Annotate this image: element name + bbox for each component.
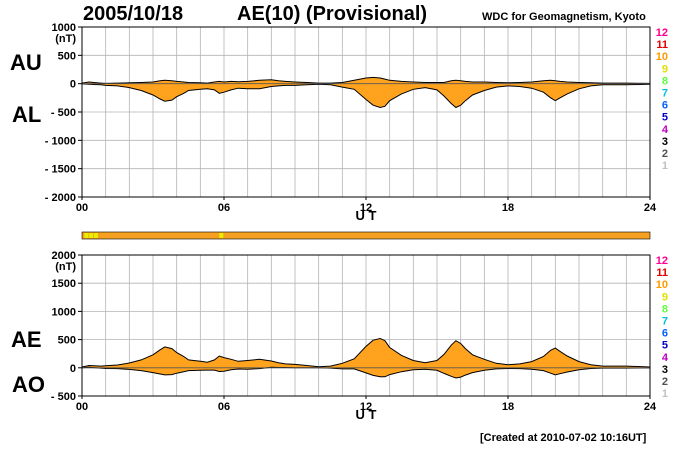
x-tick-label: 12 — [360, 202, 372, 214]
x-tick-label: 00 — [76, 202, 88, 214]
y-tick-label: - 500 — [51, 107, 76, 119]
station-count-label: 7 — [662, 88, 668, 100]
series-line-al — [81, 83, 651, 109]
station-count-label: 10 — [656, 51, 668, 63]
station-count-label: 5 — [662, 112, 668, 124]
y-tick-label: 0 — [70, 79, 76, 91]
y-tick-label: 1500 — [52, 278, 76, 290]
station-count-label: 8 — [662, 75, 668, 87]
station-count-label: 12 — [656, 27, 668, 39]
ae-label: AE — [11, 327, 42, 352]
station-count-label: 3 — [662, 364, 668, 376]
plot-date: 2005/10/18 — [83, 3, 184, 25]
x-tick-label: 06 — [218, 202, 230, 214]
series-line-ao — [81, 366, 651, 379]
y-unit-label: (nT) — [55, 33, 76, 45]
y-tick-label: 1000 — [52, 22, 76, 34]
x-tick-label: 00 — [76, 401, 88, 413]
station-count-label: 8 — [662, 303, 668, 315]
x-tick-label: 06 — [218, 401, 230, 413]
plot-panel-1 — [78, 254, 651, 399]
station-count-label: 4 — [662, 124, 669, 136]
station-count-label: 9 — [662, 63, 668, 75]
station-count-label: 2 — [662, 148, 668, 160]
station-count-label: 9 — [662, 291, 668, 303]
station-count-label: 5 — [662, 340, 668, 352]
station-count-label: 11 — [656, 267, 668, 279]
created-timestamp: [Created at 2010-07-02 10:16UT] — [480, 432, 647, 444]
x-tick-label: 18 — [502, 401, 514, 413]
quality-bar-highlight — [219, 233, 224, 238]
station-count-label: 6 — [662, 328, 668, 340]
y-tick-label: 2000 — [52, 250, 76, 262]
x-tick-label: 24 — [644, 202, 657, 214]
y-unit-label: (nT) — [55, 261, 76, 273]
ao-label: AO — [12, 372, 45, 397]
station-count-label: 3 — [662, 136, 668, 148]
series-line-au — [81, 76, 651, 84]
series-area-ae — [82, 338, 650, 368]
plot-panel-0 — [78, 26, 651, 200]
quality-bar — [81, 231, 651, 240]
quality-bar-highlight — [89, 233, 94, 238]
station-count-label: 1 — [662, 160, 668, 172]
plot-title: AE(10) (Provisional) — [237, 3, 428, 25]
station-count-label: 2 — [662, 376, 668, 388]
station-count-label: 12 — [656, 255, 668, 267]
y-tick-label: - 1000 — [45, 135, 76, 147]
station-count-label: 10 — [656, 279, 668, 291]
station-count-label: 4 — [662, 352, 669, 364]
x-tick-label: 18 — [502, 202, 514, 214]
y-tick-label: 500 — [58, 50, 76, 62]
station-count-label: 7 — [662, 316, 668, 328]
quality-bar-highlight — [84, 233, 89, 238]
y-tick-label: 0 — [70, 363, 76, 375]
y-tick-label: 1000 — [52, 306, 76, 318]
x-tick-label: 24 — [644, 401, 657, 413]
y-tick-label: - 2000 — [45, 192, 76, 204]
series-area-al — [82, 83, 650, 108]
y-tick-label: - 500 — [51, 391, 76, 403]
station-count-label: 1 — [662, 388, 668, 400]
al-label: AL — [12, 102, 42, 127]
x-axis-label: U T — [356, 208, 377, 223]
au-label: AU — [10, 50, 42, 75]
y-tick-label: - 1500 — [45, 164, 76, 176]
data-source: WDC for Geomagnetism, Kyoto — [482, 11, 646, 23]
quality-bar-highlight — [93, 233, 98, 238]
station-count-label: 6 — [662, 100, 668, 112]
series-line-ae — [81, 337, 651, 368]
x-axis-label: U T — [356, 407, 377, 422]
x-tick-label: 12 — [360, 401, 372, 413]
station-count-label: 11 — [656, 39, 668, 51]
y-tick-label: 500 — [58, 335, 76, 347]
